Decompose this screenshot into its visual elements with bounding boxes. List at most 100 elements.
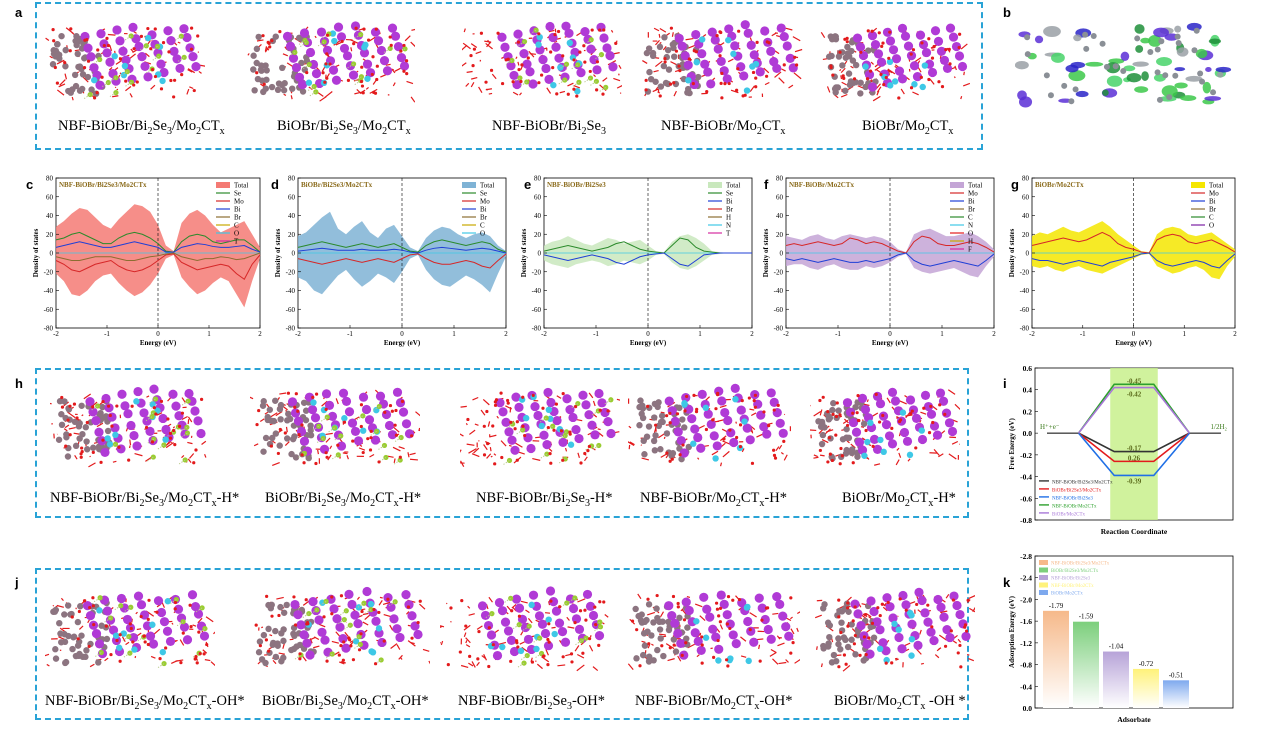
o-atom [506, 57, 510, 61]
o-atom [351, 658, 356, 662]
o-bond [857, 85, 864, 89]
o-atom [880, 44, 884, 48]
se-bond [303, 64, 310, 69]
mo-atom [843, 425, 850, 433]
o-atom [826, 410, 830, 414]
bi-atom [939, 612, 949, 622]
o-bond [628, 425, 632, 429]
o-bond [489, 447, 492, 452]
charge-lobe [1134, 86, 1149, 93]
se-bond [535, 653, 542, 658]
bi-atom [581, 400, 591, 410]
se-atom [341, 617, 347, 623]
charge-lobe [1102, 89, 1109, 97]
o-atom [740, 399, 744, 403]
y-tick-label: -0.4 [1020, 682, 1032, 691]
o-bond [876, 86, 882, 93]
o-bond [409, 452, 416, 456]
o-atom [856, 393, 860, 398]
se-bond [298, 40, 306, 45]
mo-atom [72, 442, 80, 450]
bi-atom [128, 22, 138, 32]
y-tick-label: 0 [292, 250, 296, 258]
mo-atom [58, 421, 66, 429]
bi-atom [574, 624, 585, 634]
mo-atom [283, 601, 290, 609]
o-atom [305, 621, 310, 625]
o-atom [255, 422, 259, 427]
o-bond [171, 622, 174, 625]
o-bond [272, 659, 277, 665]
o-atom [728, 626, 732, 631]
mo-atom [78, 632, 85, 639]
caption-part: x [393, 497, 399, 509]
mo-atom [73, 33, 80, 40]
o-atom [765, 74, 769, 78]
mo-atom [670, 44, 677, 52]
se-atom [572, 595, 578, 601]
structure-a-5 [820, 23, 970, 102]
charge-lobe [1208, 38, 1221, 44]
o-bond [144, 52, 150, 58]
mo-atom [668, 452, 675, 460]
y-tick-label: -0.4 [1020, 473, 1032, 482]
structure-atoms [810, 387, 960, 466]
o-atom [835, 401, 839, 405]
mo-atom [278, 658, 285, 665]
bi-atom [533, 410, 543, 421]
bi-atom [184, 388, 194, 399]
mo-atom [818, 418, 826, 426]
structure-h-4 [628, 383, 791, 467]
o-bond [866, 399, 869, 403]
bi-atom [762, 429, 772, 439]
o-atom [460, 599, 464, 603]
se-atom [154, 43, 161, 49]
legend-entry: H [968, 238, 973, 246]
o-atom [668, 421, 672, 425]
bi-atom [881, 646, 891, 656]
o-atom [390, 409, 394, 413]
bi-atom [585, 601, 596, 611]
o-atom [476, 657, 480, 661]
o-atom [269, 444, 273, 448]
bi-atom [725, 619, 735, 629]
o-bond [813, 454, 818, 458]
mo-atom [848, 636, 855, 643]
o-atom [685, 394, 689, 399]
atom-sphere [1024, 51, 1031, 58]
y-tick-label: 0.6 [1023, 364, 1033, 373]
charge-lobe [1174, 67, 1186, 72]
mo-atom [256, 638, 264, 645]
mo-atom [74, 50, 81, 58]
o-atom [753, 393, 758, 397]
br-atom [867, 419, 874, 427]
mo-atom [258, 67, 265, 74]
o-atom [868, 69, 873, 73]
o-bond [895, 658, 899, 661]
o-atom [837, 598, 841, 602]
legend-entry: Se [480, 190, 487, 198]
o-atom [755, 40, 759, 44]
o-atom [909, 86, 914, 90]
mo-atom [52, 606, 60, 614]
mo-atom [277, 416, 284, 423]
bi-atom [917, 434, 928, 445]
bi-atom [376, 45, 387, 56]
o-atom [583, 451, 587, 456]
mo-atom [70, 633, 78, 640]
h-adsorption-path [1077, 386, 1191, 434]
o-atom [63, 61, 67, 65]
bi-atom [175, 63, 185, 74]
bi-atom [359, 48, 370, 58]
bi-atom [587, 420, 597, 430]
mo-atom [870, 634, 878, 641]
o-bond [317, 449, 319, 455]
o-atom [339, 594, 344, 598]
o-bond [284, 441, 290, 446]
o-bond [528, 50, 535, 58]
caption-part: NBF-BiOBr/Bi [50, 490, 140, 506]
bi-atom [706, 79, 716, 89]
o-atom [416, 620, 420, 625]
bi-atom [353, 436, 364, 446]
